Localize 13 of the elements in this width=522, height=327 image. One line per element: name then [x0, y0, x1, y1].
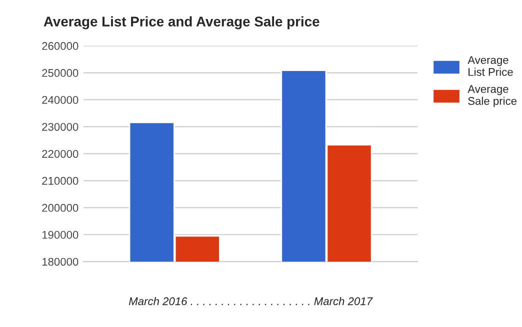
legend-label: Average Sale price [468, 85, 517, 108]
legend-label: Average List Price [468, 56, 513, 76]
y-tick-label: 200000 [42, 204, 78, 212]
y-tick-label: 220000 [42, 150, 78, 158]
y-tick-label: 190000 [42, 230, 78, 239]
y-tick-label: 230000 [42, 122, 78, 131]
y-tick-label: 250000 [42, 69, 78, 77]
y-tick-label: 210000 [42, 176, 78, 185]
y-tick-label: 260000 [42, 42, 78, 50]
y-tick-label: 240000 [42, 96, 78, 104]
chart-title: Average List Price and Average Sale price [44, 16, 320, 30]
y-tick-label: 180000 [42, 258, 78, 266]
x-axis-title: March 2016 . . . . . . . . . . . . . . . . . . . . March 2017 [128, 297, 373, 306]
